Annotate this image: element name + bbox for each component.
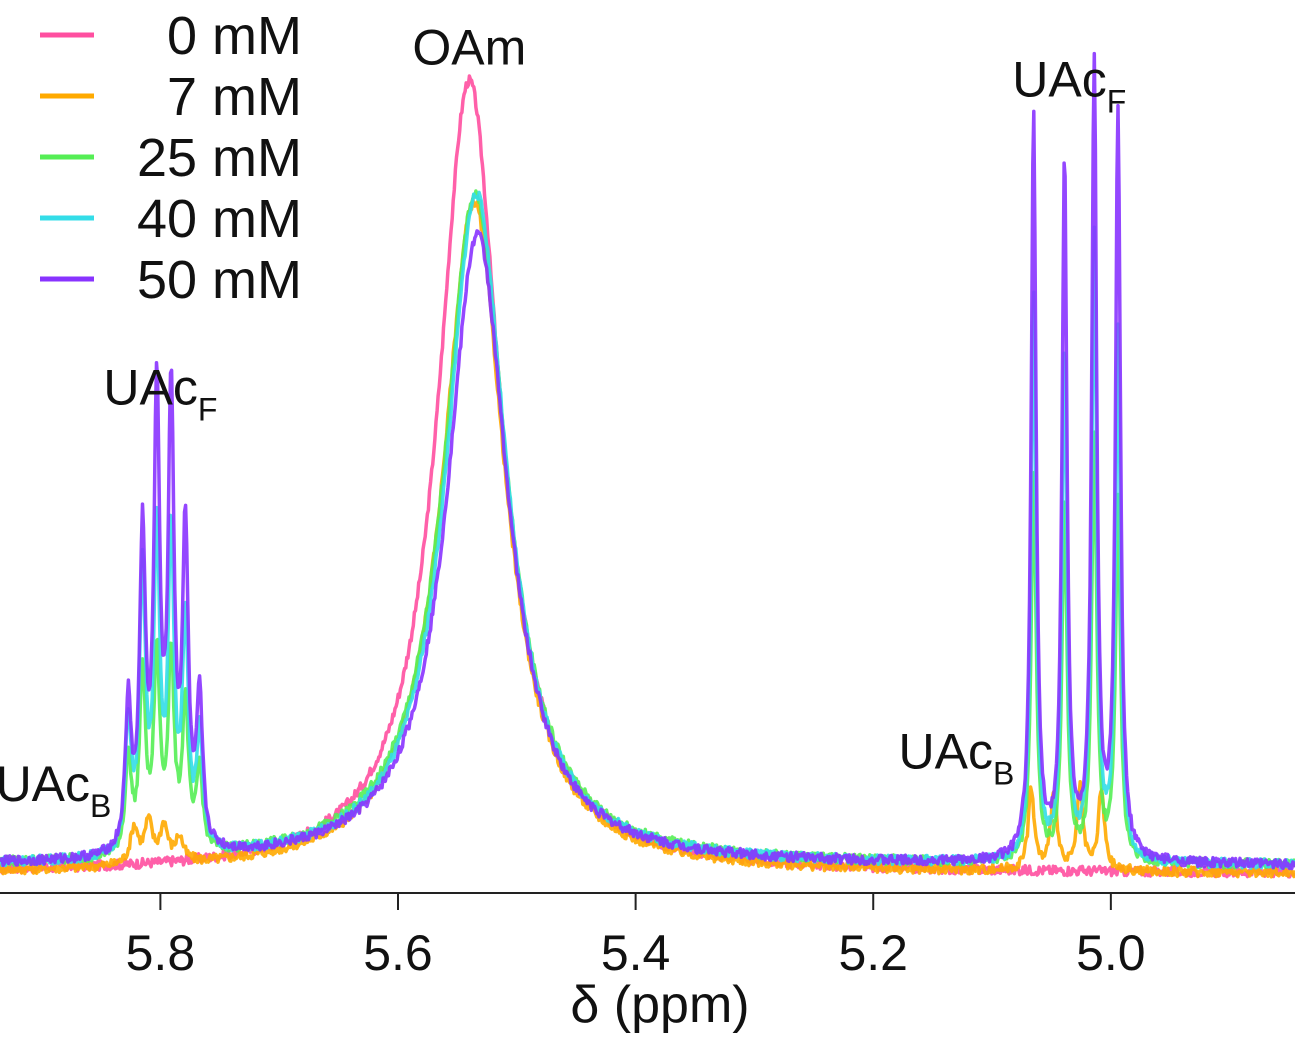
peak-annotation: UAcB bbox=[0, 756, 111, 824]
legend-label: 7 mM bbox=[167, 67, 302, 127]
annotation-text: UAcF bbox=[1012, 52, 1126, 120]
x-tick-label: 5.8 bbox=[126, 925, 196, 981]
peak-annotation: UAcF bbox=[1012, 52, 1126, 120]
x-tick-label: 5.2 bbox=[838, 925, 908, 981]
x-axis-title: δ (ppm) bbox=[570, 976, 749, 1034]
x-tick-label: 5.0 bbox=[1076, 925, 1146, 981]
peak-annotation: UAcF bbox=[103, 359, 217, 427]
annotation-subscript: B bbox=[90, 788, 111, 824]
series-layer bbox=[0, 51, 1295, 879]
legend-label: 50 mM bbox=[137, 250, 302, 310]
annotation-text: UAcB bbox=[0, 756, 111, 824]
series-line-5 bbox=[0, 51, 1295, 871]
annotation-text: UAcF bbox=[103, 359, 217, 427]
peak-annotation: OAm bbox=[412, 19, 526, 75]
annotation-subscript: B bbox=[993, 756, 1014, 792]
legend-label: 25 mM bbox=[137, 128, 302, 188]
x-ticks: 5.8 5.6 5.4 5.2 5.0 bbox=[126, 893, 1146, 981]
x-tick-label: 5.6 bbox=[363, 925, 433, 981]
legend-label: 40 mM bbox=[137, 189, 302, 249]
x-tick-label: 5.4 bbox=[601, 925, 671, 981]
legend-label: 0 mM bbox=[167, 6, 302, 66]
annotation-text: UAcB bbox=[898, 724, 1014, 792]
peak-annotation: UAcB bbox=[898, 724, 1014, 792]
annotation-subscript: F bbox=[198, 391, 218, 427]
annotation-subscript: F bbox=[1107, 84, 1127, 120]
annotation-text: OAm bbox=[412, 19, 526, 75]
